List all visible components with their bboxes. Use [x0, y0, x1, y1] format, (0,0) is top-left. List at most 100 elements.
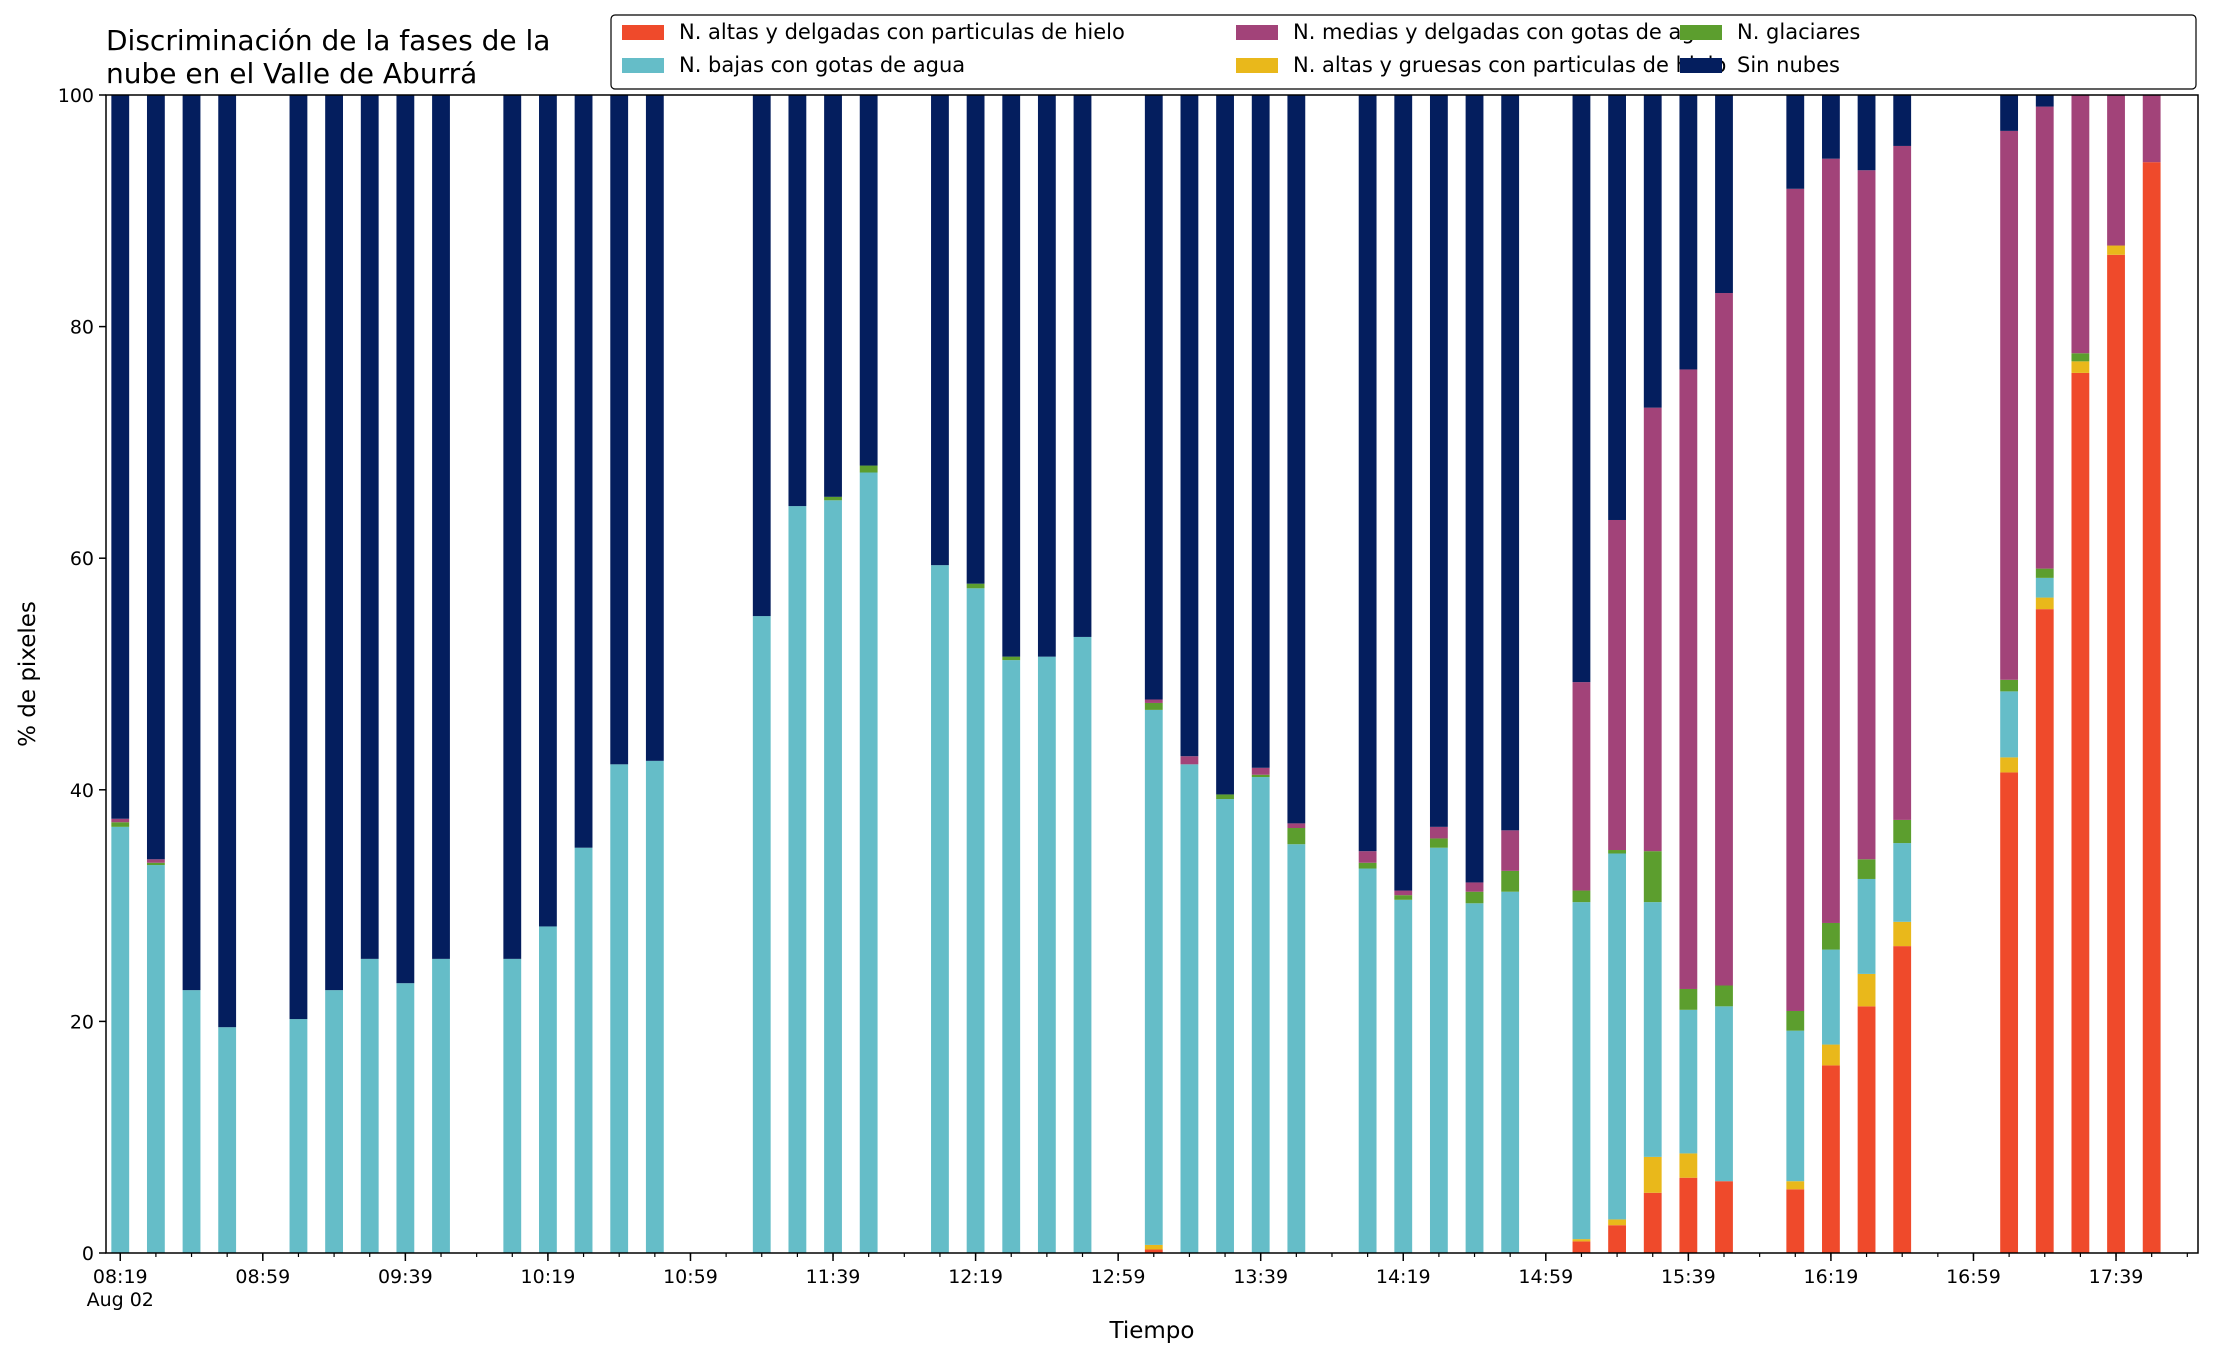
bar-segment-s3 — [360, 958, 379, 1253]
bar-segment-s5 — [1287, 823, 1306, 829]
bar-segment-s4 — [111, 822, 130, 827]
bar-segment-s3 — [1465, 903, 1484, 1253]
bar-segment-s6 — [1608, 95, 1626, 520]
bar-segment-s6 — [1180, 95, 1199, 757]
bar-segment-s4 — [1572, 890, 1591, 903]
bar-segment-s5 — [1394, 890, 1413, 896]
bar-segment-s4 — [1608, 850, 1626, 854]
bar-stack-1209 — [931, 95, 949, 1253]
bar-segment-s4 — [2035, 568, 2054, 578]
bar-segment-s1 — [1643, 1192, 1662, 1253]
bar-segment-s3 — [2035, 577, 2054, 598]
bar-stack-1729 — [2071, 95, 2090, 1253]
x-tick-label: 11:39 — [806, 1266, 861, 1288]
bar-segment-s6 — [111, 95, 130, 819]
legend-box — [610, 14, 2197, 90]
y-tick-label: 0 — [82, 1243, 94, 1265]
bar-segment-s6 — [1287, 95, 1306, 824]
bar-segment-s6 — [360, 95, 379, 959]
bar-segment-s5 — [2142, 95, 2161, 163]
legend-label-s4: N. glaciares — [1737, 20, 1860, 44]
bar-segment-s3 — [1572, 902, 1591, 1240]
bar-segment-s2 — [2000, 757, 2019, 773]
bar-segment-s6 — [1144, 95, 1163, 700]
bar-segment-s6 — [1786, 95, 1805, 189]
bar-segment-s4 — [1893, 819, 1912, 844]
bar-segment-s3 — [1251, 777, 1270, 1253]
bar-segment-s3 — [289, 1019, 308, 1253]
bar-stack-0909 — [289, 95, 308, 1253]
bar-segment-s6 — [1643, 95, 1662, 408]
bar-segment-s4 — [966, 583, 985, 589]
bar-segment-s3 — [1358, 868, 1377, 1253]
bar-segment-s2 — [2071, 361, 2090, 373]
x-tick-label: 14:59 — [1518, 1266, 1573, 1288]
bar-segment-s3 — [1643, 902, 1662, 1157]
bar-stack-1309 — [1144, 95, 1163, 1253]
bar-segment-s1 — [2000, 772, 2019, 1253]
bar-segment-s3 — [1394, 899, 1413, 1253]
bar-stack-1029 — [574, 95, 593, 1253]
bar-segment-s5 — [1429, 826, 1448, 839]
bar-segment-s6 — [788, 95, 807, 507]
bar-segment-s4 — [1786, 1010, 1805, 1031]
legend-label-s1: N. altas y delgadas con particulas de hi… — [679, 20, 1125, 44]
bar-segment-s5 — [1465, 882, 1484, 892]
bar-segment-s1 — [1786, 1189, 1805, 1253]
bar-stack-1749 — [2142, 95, 2161, 1253]
bar-segment-s6 — [824, 95, 842, 497]
x-tick-label: 16:59 — [1946, 1266, 2001, 1288]
bar-stack-1439 — [1465, 95, 1484, 1253]
bar-segment-s5 — [1822, 158, 1840, 923]
legend-label-s3: N. bajas con gotas de agua — [679, 53, 965, 77]
bar-stack-1609 — [1786, 95, 1805, 1253]
bar-segment-s5 — [1501, 830, 1520, 871]
bar-segment-s1 — [2071, 372, 2090, 1253]
bar-segment-s4 — [1358, 862, 1377, 869]
bar-segment-s4 — [146, 862, 165, 866]
bar-segment-s2 — [1857, 973, 1876, 1007]
legend: N. altas y delgadas con particulas de hi… — [610, 14, 2197, 90]
x-tick-label: 15:39 — [1661, 1266, 1716, 1288]
bar-segment-s3 — [1002, 660, 1021, 1253]
bar-segment-s6 — [396, 95, 415, 984]
bar-segment-s4 — [859, 465, 878, 473]
bar-segment-s3 — [1144, 709, 1163, 1245]
bar-segment-s6 — [289, 95, 308, 1020]
bar-segment-s6 — [325, 95, 343, 991]
chart-title-line-1: Discriminación de la fases de la — [106, 24, 550, 57]
y-tick-label: 40 — [70, 780, 94, 802]
bar-segment-s6 — [503, 95, 522, 959]
x-tick-label: 08:19 — [93, 1266, 148, 1288]
bar-stack-1449 — [1501, 95, 1520, 1253]
legend-swatch-s4 — [1680, 25, 1722, 40]
bar-stack-1409 — [1358, 95, 1377, 1253]
bar-stack-1519 — [1608, 95, 1626, 1253]
bar-segment-s6 — [146, 95, 165, 860]
bar-segment-s6 — [1501, 95, 1520, 831]
bar-segment-s6 — [1358, 95, 1377, 852]
bar-stack-0819 — [111, 95, 130, 1253]
bar-segment-s3 — [1893, 843, 1912, 922]
bar-segment-s3 — [1715, 1006, 1733, 1182]
bar-stack-1229 — [1002, 95, 1021, 1253]
bar-segment-s6 — [1822, 95, 1840, 159]
bar-segment-s3 — [325, 990, 343, 1253]
bar-stack-1129 — [788, 95, 807, 1254]
bar-segment-s5 — [1786, 188, 1805, 1011]
chart-title: Discriminación de la fases de la nube en… — [106, 24, 550, 90]
bar-stack-1529 — [1643, 95, 1662, 1253]
bar-segment-s5 — [1358, 851, 1377, 863]
bar-segment-s4 — [1501, 870, 1520, 892]
bar-stack-0949 — [432, 95, 450, 1253]
bar-segment-s3 — [1037, 656, 1056, 1253]
bar-stack-1249 — [1073, 95, 1092, 1253]
bar-segment-s1 — [1715, 1181, 1733, 1253]
bar-stack-1019 — [539, 95, 557, 1253]
bar-segment-s5 — [1144, 699, 1163, 703]
bar-segment-s3 — [1287, 844, 1306, 1253]
bar-segment-s3 — [1786, 1030, 1805, 1182]
bar-segment-s1 — [1572, 1241, 1591, 1253]
